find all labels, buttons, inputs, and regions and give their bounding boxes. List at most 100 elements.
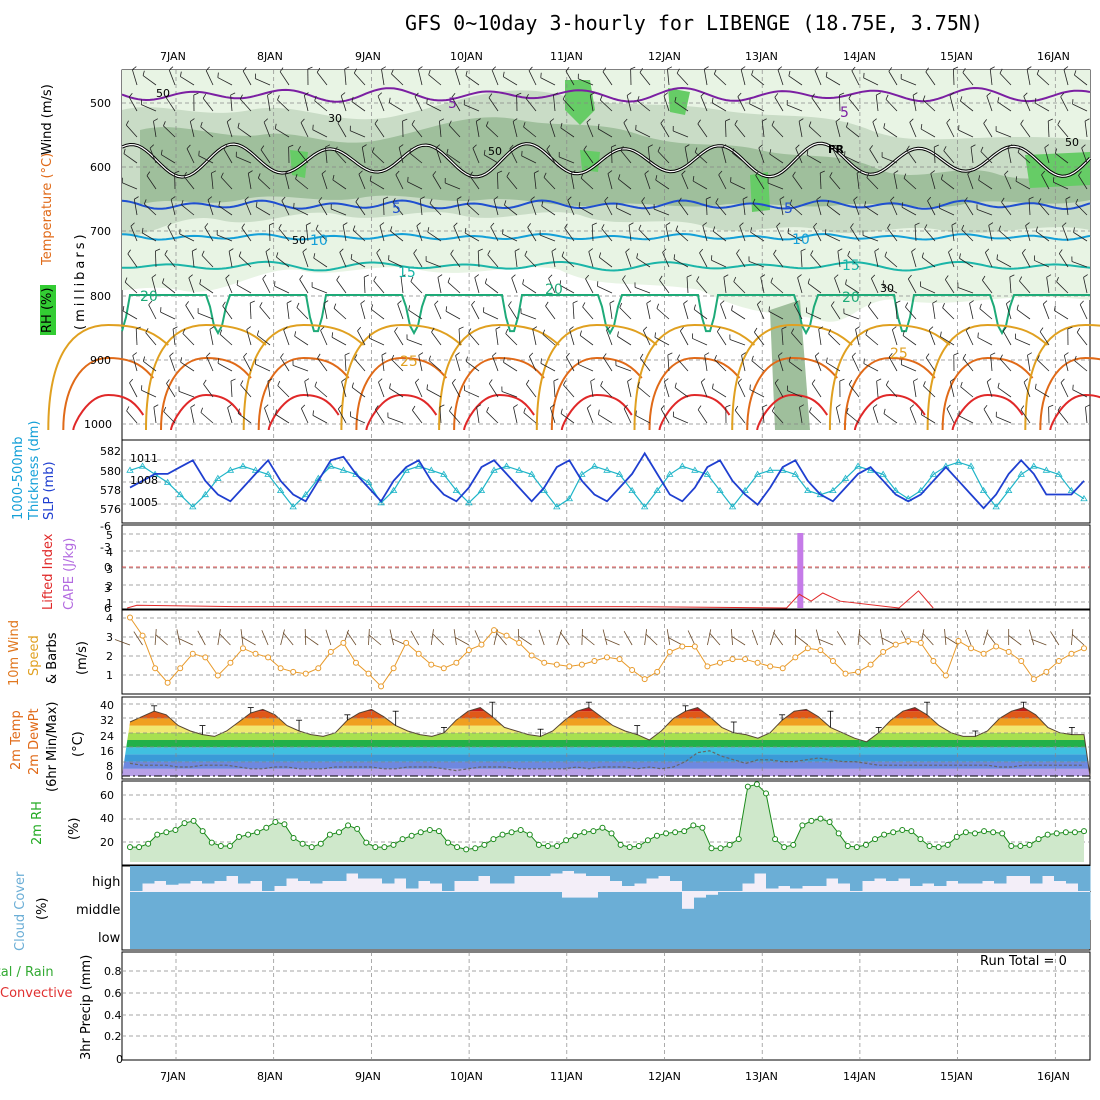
wind-barb	[1016, 309, 1031, 320]
axis-label-cape: CAPE (J/kg)	[62, 538, 77, 610]
wind10m-barb	[623, 630, 633, 646]
wind-barb	[635, 415, 651, 424]
wind-barb-feather	[953, 352, 959, 356]
axis-label-precip: 3hr Precip (mm)	[79, 955, 94, 1060]
rh-marker	[154, 831, 161, 838]
wind-barb-feather	[638, 224, 642, 230]
wind10m-marker	[164, 679, 171, 686]
wind-barb-feather	[284, 170, 290, 174]
wind-barb-feather	[172, 326, 178, 330]
wind-barb-feather	[491, 66, 497, 71]
wind-barb	[1065, 199, 1069, 216]
wind-barb-feather	[734, 120, 738, 125]
precip-label-total-rain: Total / Rain	[0, 965, 54, 980]
wind-barb	[835, 407, 841, 424]
wind-barb-feather	[198, 150, 200, 156]
wind-barb-feather	[883, 123, 886, 129]
axis-label-cloud: Cloud Cover	[13, 871, 28, 951]
wind-barb-feather	[943, 146, 947, 151]
wind-barb-feather	[262, 274, 267, 280]
wind-barb	[779, 199, 784, 216]
wind-barb-feather	[230, 378, 236, 382]
wind-barb-feather	[750, 227, 753, 233]
wind-barb	[523, 412, 537, 424]
wind-barb	[353, 72, 366, 86]
rh-marker	[663, 830, 670, 837]
wind-barb-feather	[1022, 248, 1026, 254]
rh-marker	[753, 781, 760, 788]
thickness-marker	[879, 470, 887, 477]
wind-barb	[370, 180, 385, 190]
wind10m-barb	[280, 629, 285, 646]
wind-barb-feather	[1046, 274, 1052, 278]
wind-barb-feather	[757, 300, 762, 305]
wind-barb	[497, 172, 499, 190]
wind-barb-feather	[162, 278, 165, 284]
temp-band	[122, 761, 1090, 769]
wind-barb	[247, 173, 252, 190]
wind-barb	[864, 205, 879, 216]
wind-tick: 3	[106, 631, 113, 644]
wind-barb-feather	[495, 326, 501, 330]
wind-barb	[808, 125, 822, 138]
wind-barb	[317, 357, 328, 372]
wind-barb-feather	[980, 146, 984, 152]
wind-barb-feather	[383, 196, 389, 200]
wind-barb	[130, 226, 138, 242]
wind-barb	[339, 252, 347, 268]
rh-tick: 20	[100, 836, 114, 849]
wind-barb-feather	[246, 326, 252, 330]
rh-marker	[226, 843, 233, 849]
wind10m-barb	[857, 629, 861, 646]
cloud-high-bar	[358, 866, 371, 879]
cloud-mid-bar	[202, 892, 215, 920]
wind-barb-feather	[437, 274, 443, 278]
wind10m-marker	[578, 661, 585, 668]
wind-barb-feather	[924, 224, 928, 230]
wind-barb	[204, 227, 214, 242]
thickness-marker	[565, 494, 574, 502]
wind-barb	[749, 103, 765, 112]
wind-barb	[142, 232, 157, 242]
wind-barb	[660, 408, 670, 424]
wind-barb-feather	[567, 196, 572, 201]
wind-barb-feather	[684, 144, 690, 148]
wind-barb	[355, 201, 366, 216]
wind-barb-feather	[264, 404, 269, 409]
wind10m-barb	[817, 638, 834, 646]
rh-marker	[872, 836, 879, 843]
wind-barb-feather	[1083, 274, 1088, 278]
thickness-marker	[628, 486, 636, 494]
wind-barb	[714, 359, 727, 372]
wind-barb-feather	[560, 408, 563, 414]
axis-label-barbs: & Barbs	[45, 632, 60, 684]
wind-barb	[914, 225, 917, 242]
cloud-mid-bar	[802, 892, 815, 920]
wind-barb-feather	[414, 92, 419, 97]
rh-marker	[345, 822, 352, 829]
wind-barb	[465, 75, 480, 86]
wind-barb-feather	[582, 302, 586, 308]
wind-barb	[964, 201, 974, 216]
wind-barb	[153, 121, 157, 138]
wind-barb-feather	[674, 96, 677, 102]
wind-barb	[454, 69, 461, 86]
contour-label: 5	[784, 201, 793, 217]
wind-barb	[946, 408, 955, 424]
wind-barb	[222, 305, 233, 320]
rh-marker	[681, 828, 688, 835]
thickness-marker	[477, 486, 486, 494]
wind-barb-feather	[374, 405, 379, 410]
wind-barb	[1023, 381, 1031, 398]
wind-barb	[332, 179, 347, 190]
thickness-marker	[1042, 466, 1051, 473]
wind-barb	[1017, 152, 1031, 164]
top-date-label: 15JAN	[940, 50, 973, 63]
rh-marker	[408, 832, 415, 839]
boundary-layer-contour	[746, 356, 838, 431]
axis-label-wind: Wind (m/s)	[40, 84, 55, 155]
wind-barb	[409, 152, 423, 164]
cloud-high-bar	[286, 866, 299, 879]
cloud-high-bar	[610, 866, 623, 881]
thickness-grid	[122, 440, 1090, 523]
